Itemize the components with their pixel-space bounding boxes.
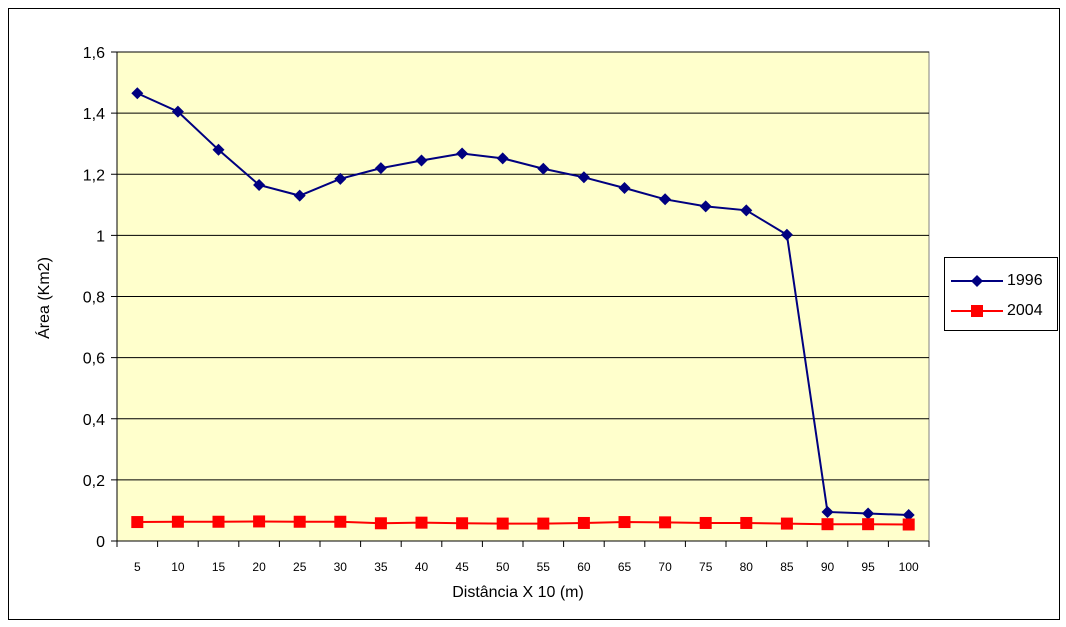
x-tick-label: 100 — [899, 560, 919, 574]
data-point-1996 — [456, 147, 469, 160]
y-tick-label: 1 — [96, 228, 105, 245]
data-point-2004 — [862, 518, 875, 531]
x-tick-label: 15 — [212, 560, 226, 574]
y-tick-label: 0,8 — [83, 290, 105, 307]
data-point-1996 — [618, 182, 631, 195]
data-point-1996 — [415, 154, 428, 167]
y-tick-label: 0 — [96, 534, 105, 551]
data-point-2004 — [577, 516, 590, 529]
data-point-1996 — [902, 509, 915, 522]
legend-item-2004: 2004 — [951, 299, 1043, 323]
series-line-1996 — [136, 92, 909, 517]
data-point-1996 — [293, 189, 306, 202]
legend: 1996 2004 — [944, 257, 1058, 331]
legend-label-1996: 1996 — [1007, 272, 1043, 289]
data-point-2004 — [171, 515, 184, 528]
data-point-1996 — [496, 152, 509, 165]
y-tick-label: 0,6 — [83, 351, 105, 368]
data-point-2004 — [780, 517, 793, 530]
data-point-1996 — [131, 87, 144, 100]
y-tick-labels: 0 0,2 0,4 0,6 0,8 1 1,2 1,4 1,6 — [83, 45, 105, 551]
x-tick-label: 20 — [252, 560, 266, 574]
data-point-2004 — [618, 516, 631, 529]
x-tick-label: 50 — [496, 560, 510, 574]
data-point-2004 — [659, 516, 672, 529]
data-point-1996 — [740, 204, 753, 217]
x-tick-label: 80 — [740, 560, 754, 574]
x-axis-label: Distância X 10 (m) — [452, 584, 584, 601]
data-point-2004 — [740, 516, 753, 529]
data-point-1996 — [577, 171, 590, 184]
gridlines — [111, 51, 929, 542]
legend-swatch-1996 — [951, 275, 1003, 287]
x-tick-label: 55 — [537, 560, 551, 574]
y-tick-label: 1,2 — [83, 167, 105, 184]
data-point-1996 — [374, 162, 387, 175]
data-point-1996 — [699, 200, 712, 213]
data-point-1996 — [212, 143, 225, 156]
x-tick-label: 25 — [293, 560, 307, 574]
series-line-2004 — [137, 520, 909, 526]
x-tick-labels: 5 10 15 20 25 30 35 40 45 50 55 60 65 70 75 80 85 90 95 100 — [134, 560, 919, 574]
y-tick-label: 0,4 — [83, 412, 105, 429]
data-point-2004 — [902, 518, 915, 531]
data-point-2004 — [415, 516, 428, 529]
y-tick-label: 1,4 — [83, 106, 105, 123]
axes — [116, 52, 930, 547]
y-tick-label: 0,2 — [83, 473, 105, 490]
series-group — [131, 87, 915, 531]
data-point-1996 — [537, 162, 550, 175]
x-tick-label: 10 — [171, 560, 185, 574]
x-tick-label: 85 — [780, 560, 794, 574]
data-point-2004 — [293, 515, 306, 528]
data-point-2004 — [456, 517, 469, 530]
x-tick-label: 35 — [374, 560, 388, 574]
y-tick-label: 1,6 — [83, 45, 105, 62]
legend-item-1996: 1996 — [951, 269, 1043, 293]
x-tick-label: 45 — [455, 560, 469, 574]
y-axis-label: Área (Km2) — [34, 257, 53, 339]
data-point-1996 — [821, 505, 834, 518]
data-point-2004 — [212, 515, 225, 528]
data-point-2004 — [131, 516, 144, 529]
legend-label-2004: 2004 — [1007, 302, 1043, 319]
data-point-2004 — [821, 518, 834, 531]
data-point-2004 — [537, 517, 550, 530]
x-tick-label: 95 — [861, 560, 875, 574]
x-tick-label: 70 — [658, 560, 672, 574]
x-tick-label: 60 — [577, 560, 591, 574]
data-point-2004 — [334, 515, 347, 528]
legend-swatch-2004 — [951, 305, 1003, 317]
data-point-1996 — [334, 172, 347, 185]
data-point-2004 — [496, 517, 509, 530]
data-point-2004 — [699, 516, 712, 529]
x-tick-label: 65 — [618, 560, 632, 574]
x-tick-label: 30 — [334, 560, 348, 574]
data-point-1996 — [780, 228, 793, 241]
x-tick-label: 5 — [134, 560, 141, 574]
x-tick-label: 90 — [821, 560, 835, 574]
data-point-2004 — [253, 515, 266, 528]
data-point-1996 — [171, 105, 184, 118]
x-tick-label: 75 — [699, 560, 713, 574]
x-tick-label: 40 — [415, 560, 429, 574]
data-point-1996 — [659, 193, 672, 206]
data-point-1996 — [253, 178, 266, 191]
data-point-1996 — [862, 507, 875, 520]
data-point-2004 — [374, 517, 387, 530]
